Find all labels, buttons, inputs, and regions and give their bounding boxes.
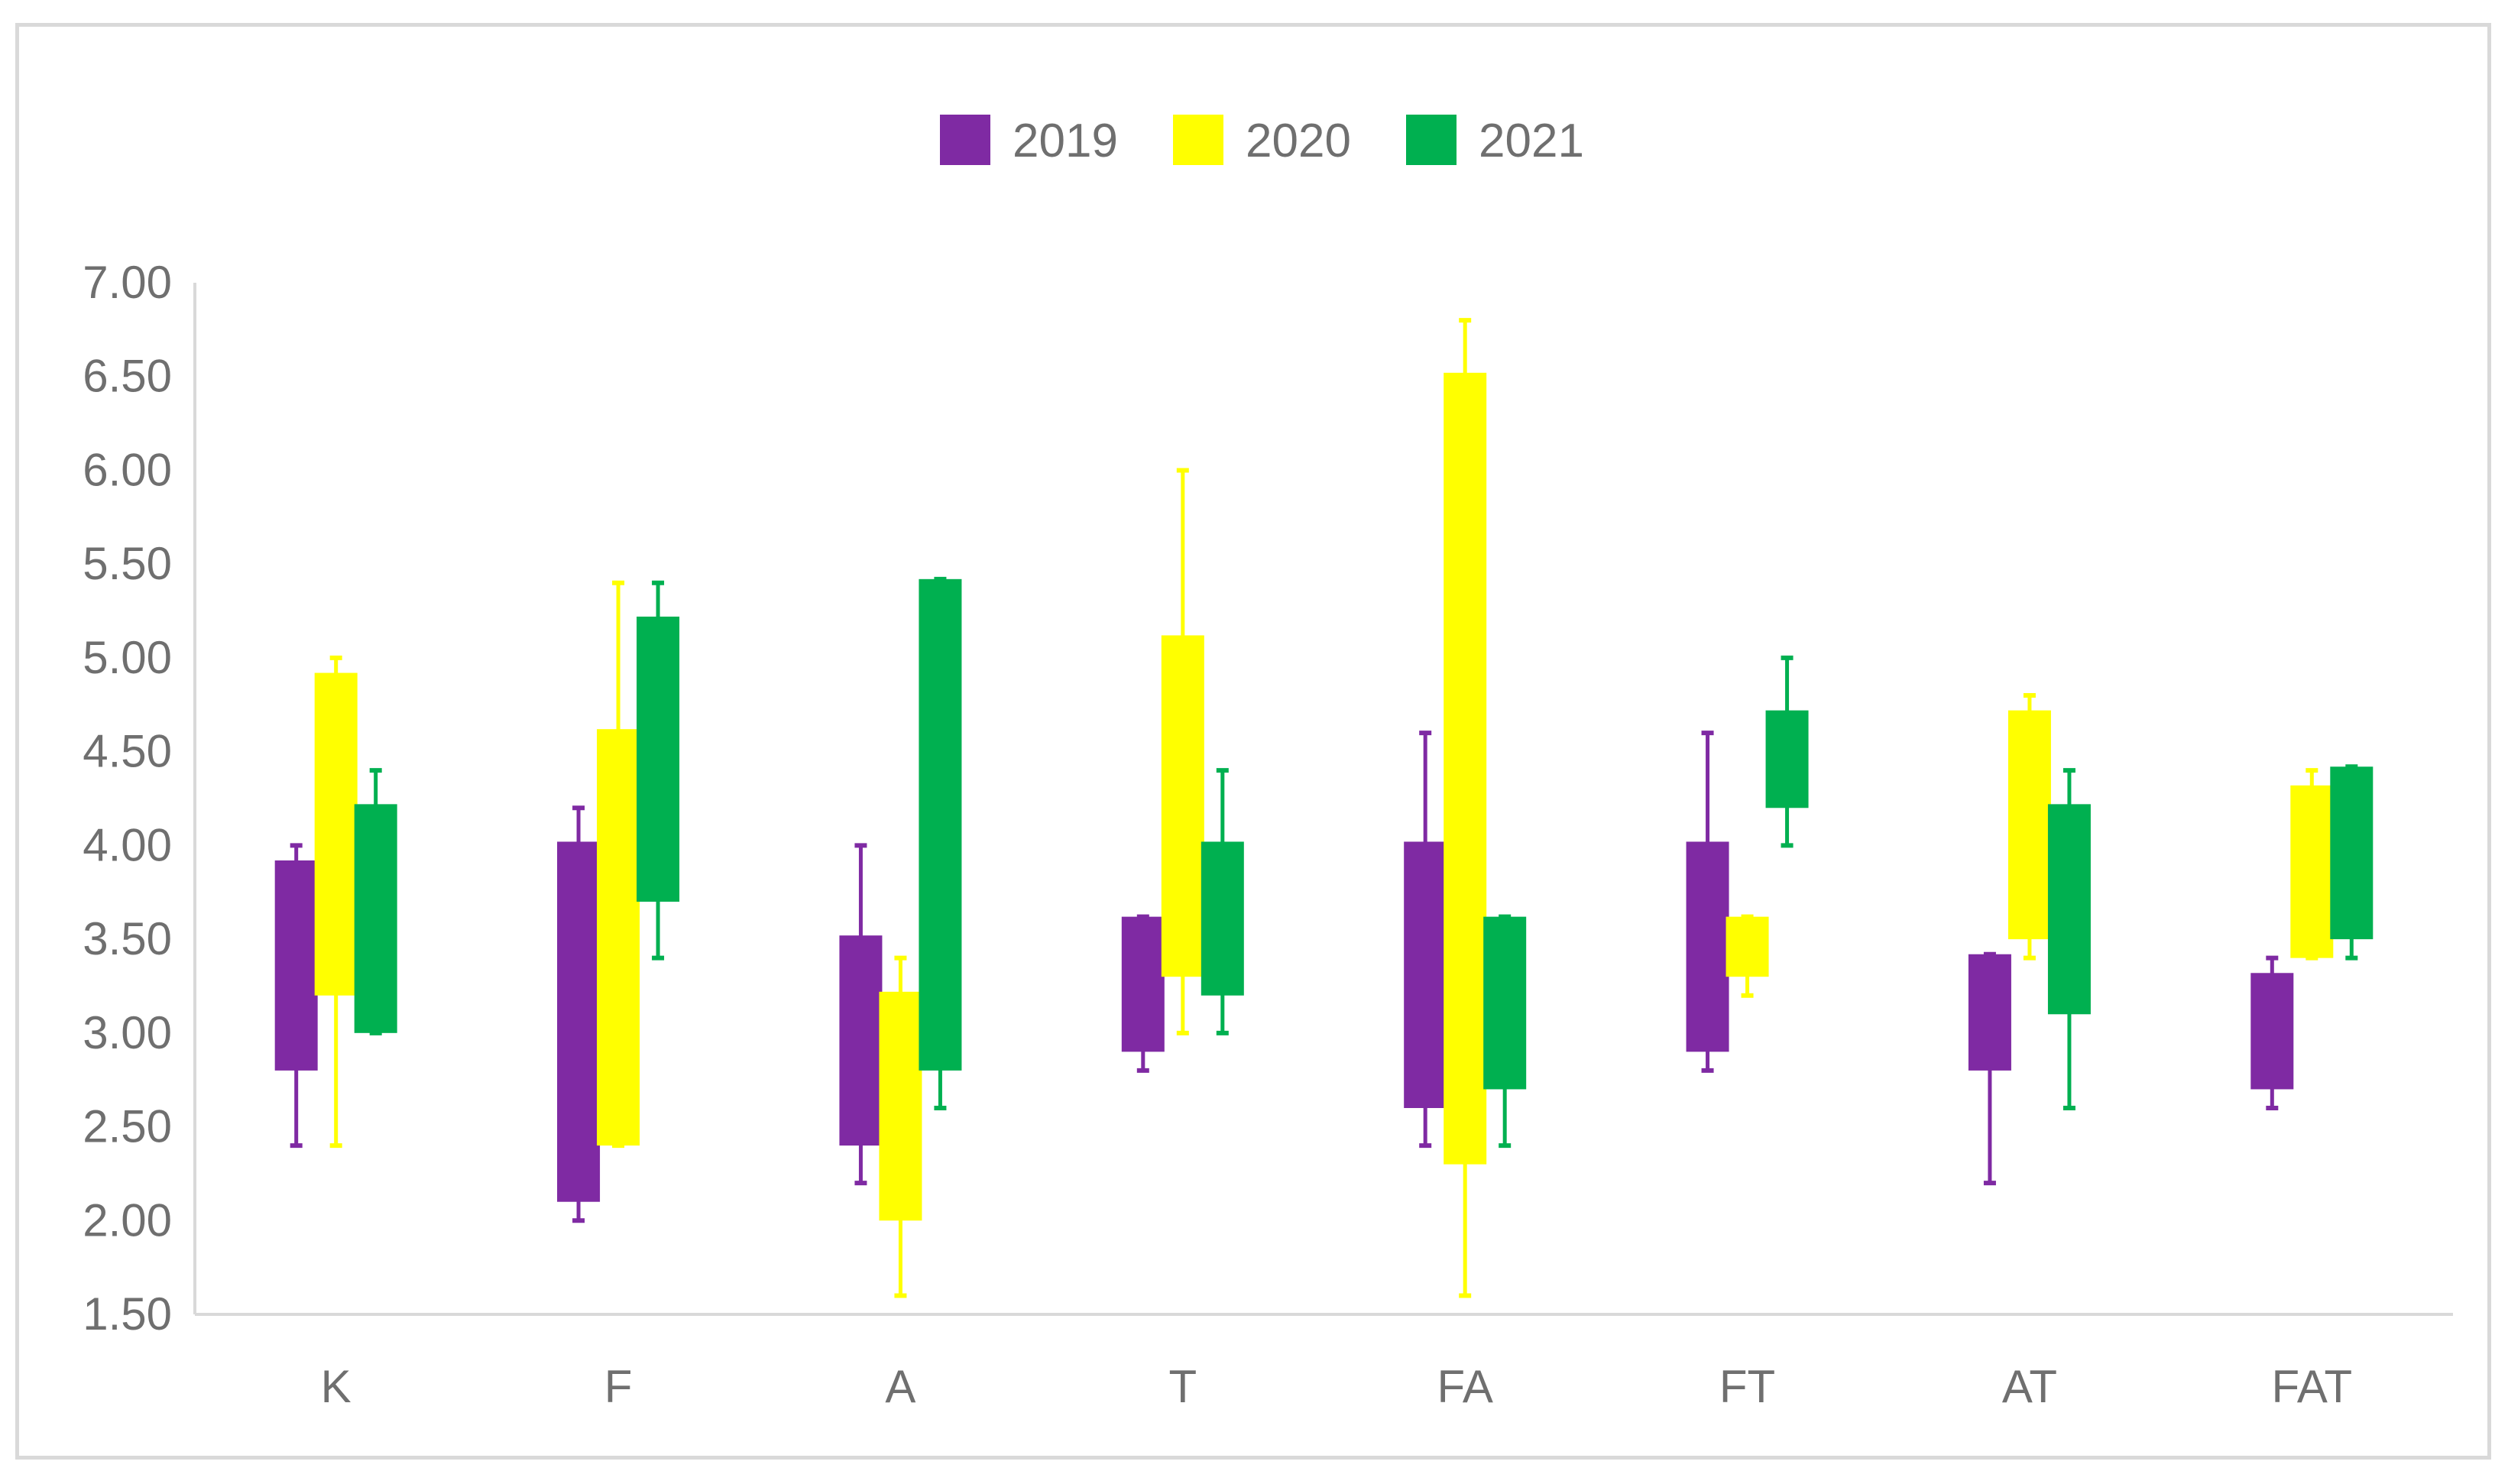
y-tick-label-3: 3.00 xyxy=(83,1007,172,1058)
box-2021-FT xyxy=(1765,710,1809,808)
x-tick-label-A: A xyxy=(885,1361,915,1412)
x-tick-label-K: K xyxy=(321,1361,352,1412)
y-tick-label-6: 4.50 xyxy=(83,726,172,777)
y-tick-label-0: 1.50 xyxy=(83,1288,172,1340)
box-2019-FA xyxy=(1404,841,1447,1108)
legend-label-2019: 2019 xyxy=(1013,115,1118,167)
box-2019-FAT xyxy=(2250,973,2294,1090)
box-2021-F xyxy=(637,616,680,902)
box-2021-K xyxy=(354,804,397,1033)
x-tick-label-FT: FT xyxy=(1719,1361,1775,1412)
y-tick-label-9: 6.00 xyxy=(83,444,172,495)
box-2020-K xyxy=(314,672,358,996)
y-tick-label-7: 5.00 xyxy=(83,632,172,683)
box-2020-F xyxy=(597,729,640,1146)
legend-label-2020: 2020 xyxy=(1246,115,1351,167)
x-tick-label-F: F xyxy=(604,1361,633,1412)
box-2021-AT xyxy=(2047,804,2091,1015)
box-2019-A xyxy=(839,935,883,1146)
box-2019-F xyxy=(557,841,601,1202)
x-tick-label-FAT: FAT xyxy=(2272,1361,2353,1412)
chart-frame: 1.50 2.00 2.50 3.00 3.50 4.00 4.50 5.00 5.50 6.00… xyxy=(15,23,2491,1460)
box-2021-A xyxy=(919,578,962,1071)
x-tick-label-T: T xyxy=(1168,1361,1197,1412)
box-2019-AT xyxy=(1968,954,2011,1071)
y-tick-label-11: 7.00 xyxy=(83,257,172,308)
legend-swatch-2021 xyxy=(1406,115,1457,165)
box-2019-T xyxy=(1121,916,1165,1052)
box-2021-T xyxy=(1201,841,1244,996)
box-2020-A xyxy=(879,991,922,1221)
y-tick-label-1: 2.00 xyxy=(83,1194,172,1246)
box-2021-FAT xyxy=(2330,766,2374,940)
y-tick-label-5: 4.00 xyxy=(83,819,172,870)
y-tick-label-4: 3.50 xyxy=(83,913,172,964)
box-2019-FT xyxy=(1686,841,1729,1052)
box-2020-T xyxy=(1161,635,1204,977)
y-tick-label-8: 5.50 xyxy=(83,538,172,589)
legend-swatch-2020 xyxy=(1173,115,1223,165)
box-2020-FA xyxy=(1444,372,1487,1165)
chart-svg: 1.50 2.00 2.50 3.00 3.50 4.00 4.50 5.00 5.50 6.00… xyxy=(83,115,2453,1412)
box-2021-FA xyxy=(1483,916,1527,1090)
legend-label-2021: 2021 xyxy=(1479,115,1584,167)
y-tick-label-2: 2.50 xyxy=(83,1101,172,1152)
box-2019-K xyxy=(274,860,318,1071)
legend-swatch-2019 xyxy=(940,115,990,165)
box-2020-FT xyxy=(1725,916,1769,977)
y-tick-label-10: 6.50 xyxy=(83,351,172,402)
x-tick-label-AT: AT xyxy=(2002,1361,2057,1412)
box-2020-FAT xyxy=(2290,785,2334,958)
box-2020-AT xyxy=(2007,710,2051,940)
x-tick-label-FA: FA xyxy=(1437,1361,1493,1412)
